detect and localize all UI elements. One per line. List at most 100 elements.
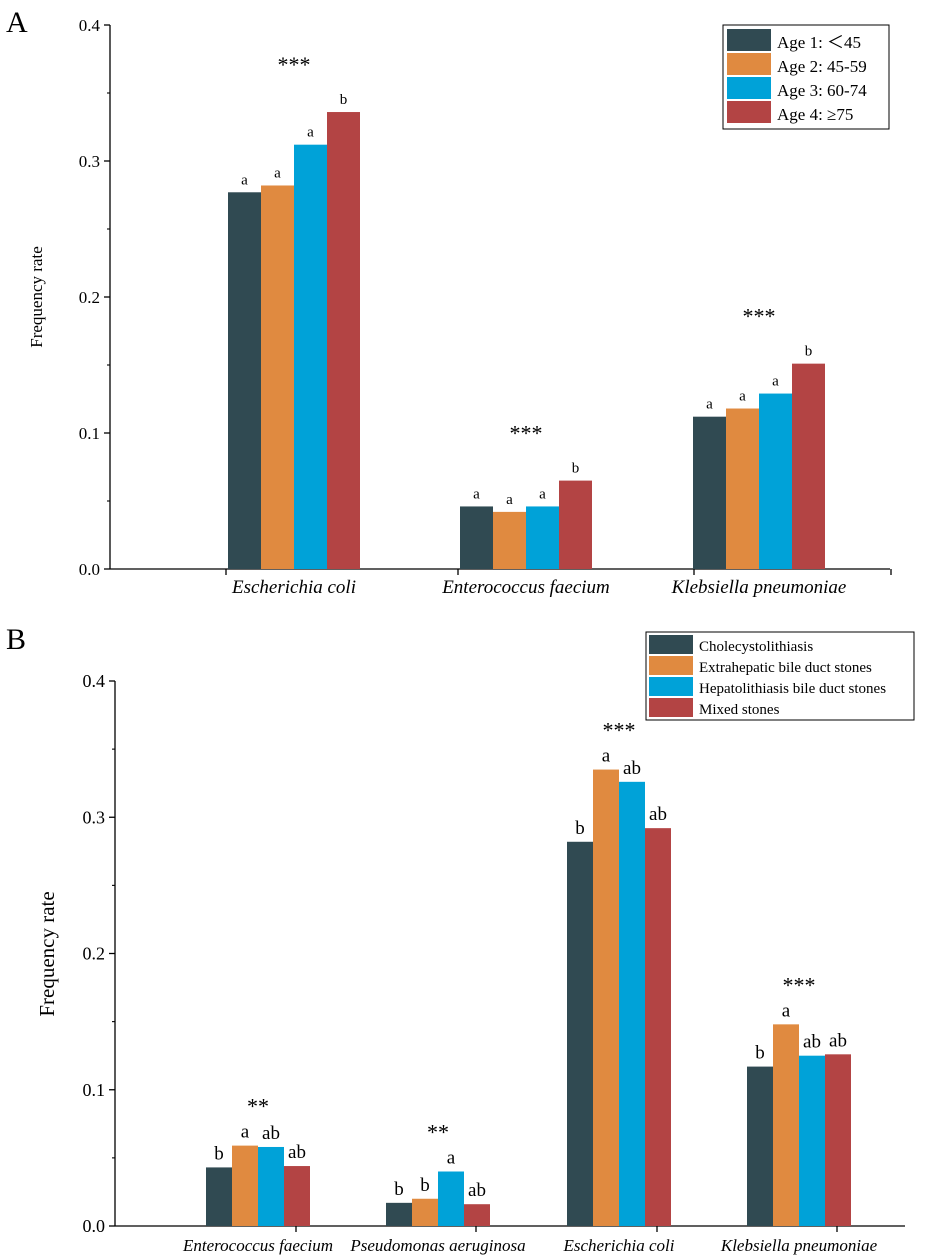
panel-a-y-axis-label: Frequency rate: [27, 246, 46, 347]
y-tick-label: 0.3: [83, 807, 106, 827]
panel-a-legend: Age 1: ＜45 Age 2: 45-59 Age 3: 60-74 Age 4:…: [722, 24, 890, 130]
panel-a-letter: A: [6, 6, 28, 39]
bar-letter-label: a: [782, 1000, 791, 1021]
bar-letter-label: b: [572, 461, 580, 477]
panel-a-chart: A Frequency rate 0.0 0.1 0.2 0.3 0.4 a a a b ***…: [6, 6, 892, 598]
bar-letter-label: b: [214, 1143, 224, 1164]
bar: [460, 506, 493, 569]
legend-swatch: [727, 101, 771, 123]
panel-b-chart: B Frequency rate 0.00.10.20.30.4 ba abab*…: [6, 623, 915, 1255]
legend-swatch: [727, 29, 771, 51]
bar-letter-label: a: [739, 389, 746, 405]
category-label: Klebsiella pneumoniae: [671, 577, 847, 598]
category-label: Escherichia coli: [231, 577, 356, 598]
legend-swatch: [727, 53, 771, 75]
bar-letter-label: a: [602, 746, 611, 767]
bar: [327, 112, 360, 569]
significance-label: ***: [603, 718, 636, 743]
bar: [261, 185, 294, 570]
bar: [619, 781, 645, 1226]
bar: [567, 841, 593, 1226]
bar-letter-label: a: [473, 486, 480, 502]
category-label: Enterococcus faecium: [182, 1236, 333, 1255]
legend-label: Age 3: 60-74: [777, 81, 867, 100]
bar: [386, 1202, 412, 1226]
bar: [645, 828, 671, 1226]
bar: [825, 1054, 851, 1226]
bar-letter-label: b: [805, 344, 813, 360]
y-tick-label: 0.1: [83, 1080, 106, 1100]
bar: [294, 144, 327, 569]
bar: [773, 1024, 799, 1226]
legend-label: Hepatolithiasis bile duct stones: [699, 681, 886, 697]
legend-swatch: [727, 77, 771, 99]
bar-letter-label: a: [539, 486, 546, 502]
bar: [759, 393, 792, 569]
bar-letter-label: ab: [288, 1142, 306, 1163]
category-label: Klebsiella pneumoniae: [720, 1236, 878, 1255]
legend-label: Age 1: ＜45: [777, 33, 861, 52]
bar-letter-label: a: [241, 172, 248, 188]
bar-letter-label: ab: [803, 1032, 821, 1053]
bar: [438, 1171, 464, 1226]
y-tick-label: 0.4: [83, 671, 106, 691]
bar-letter-label: a: [447, 1148, 456, 1169]
bar: [258, 1146, 284, 1226]
y-tick-label: 0.3: [79, 152, 100, 171]
bar-letter-label: a: [706, 397, 713, 413]
category-label: Escherichia coli: [563, 1236, 675, 1255]
bar: [559, 480, 592, 569]
legend-label: Extrahepatic bile duct stones: [699, 660, 872, 676]
bar-letter-label: a: [307, 125, 314, 141]
panel-b-letter: B: [6, 623, 26, 656]
legend-swatch: [649, 635, 693, 654]
bar-letter-label: b: [420, 1175, 430, 1196]
legend-label: Age 2: 45-59: [777, 57, 867, 76]
bar: [526, 506, 559, 569]
bar: [232, 1145, 258, 1226]
bar: [464, 1204, 490, 1226]
significance-label: **: [427, 1120, 449, 1145]
bar-letter-label: b: [394, 1179, 404, 1200]
significance-label: ***: [783, 972, 816, 997]
bar-letter-label: a: [274, 165, 281, 181]
bar: [593, 769, 619, 1226]
bar-letter-label: a: [772, 374, 779, 390]
bar: [726, 408, 759, 569]
y-tick-label: 0.2: [79, 288, 100, 307]
bar-letter-label: a: [241, 1122, 250, 1143]
bar-letter-label: b: [340, 92, 348, 108]
bar: [412, 1198, 438, 1226]
significance-label: ***: [278, 52, 311, 77]
bar: [284, 1166, 310, 1226]
bar: [206, 1167, 232, 1226]
bar-letter-label: ab: [468, 1180, 486, 1201]
bar-letter-label: a: [506, 492, 513, 508]
bar-letter-label: ab: [623, 758, 641, 779]
legend-label: Age 4: ≥75: [777, 105, 853, 124]
bar: [747, 1066, 773, 1226]
y-tick-label: 0.0: [83, 1216, 106, 1236]
y-tick-label: 0.4: [79, 16, 101, 35]
bar-letter-label: ab: [829, 1030, 847, 1051]
bar: [493, 511, 526, 569]
legend-label: Cholecystolithiasis: [699, 639, 813, 655]
bar: [799, 1055, 825, 1226]
y-tick-label: 0.0: [79, 560, 100, 579]
panel-b-legend: Cholecystolithiasis Extrahepatic bile duc…: [645, 631, 915, 721]
legend-swatch: [649, 677, 693, 696]
significance-label: ***: [743, 304, 776, 329]
bar: [792, 363, 825, 569]
bar: [228, 192, 261, 569]
y-tick-label: 0.2: [83, 944, 106, 964]
category-label: Enterococcus faecium: [441, 577, 610, 598]
significance-label: ***: [510, 421, 543, 446]
y-tick-label: 0.1: [79, 424, 100, 443]
bar-letter-label: ab: [649, 804, 667, 825]
legend-swatch: [649, 656, 693, 675]
significance-label: **: [247, 1094, 269, 1119]
legend-swatch: [649, 698, 693, 717]
legend-label: Mixed stones: [699, 702, 780, 718]
bar-letter-label: b: [755, 1043, 765, 1064]
